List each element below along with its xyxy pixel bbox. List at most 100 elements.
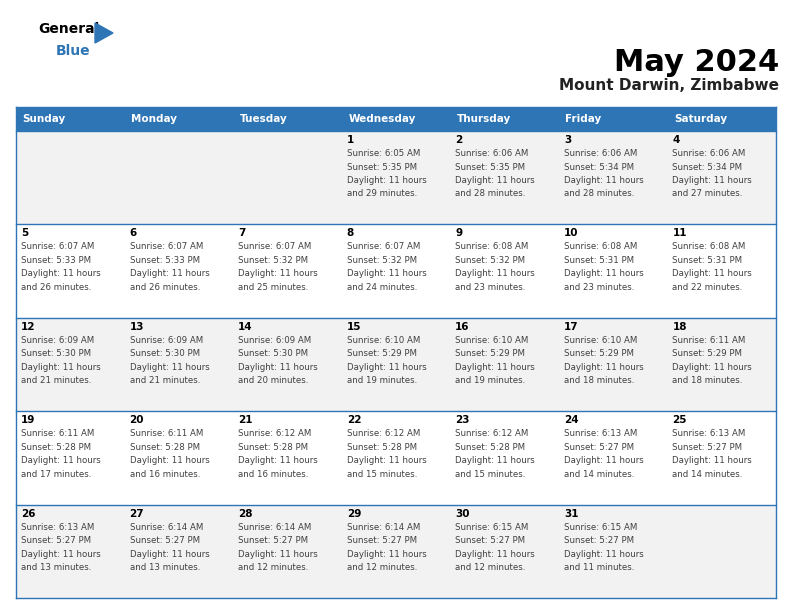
- Text: and 29 minutes.: and 29 minutes.: [347, 190, 417, 198]
- Text: 27: 27: [130, 509, 144, 518]
- Text: and 19 minutes.: and 19 minutes.: [347, 376, 417, 386]
- Text: Sunrise: 6:13 AM: Sunrise: 6:13 AM: [564, 429, 638, 438]
- Text: Sunrise: 6:12 AM: Sunrise: 6:12 AM: [455, 429, 529, 438]
- Text: Daylight: 11 hours: Daylight: 11 hours: [130, 363, 209, 372]
- Text: Daylight: 11 hours: Daylight: 11 hours: [564, 176, 644, 185]
- Text: Sunrise: 6:09 AM: Sunrise: 6:09 AM: [130, 336, 203, 345]
- Text: Daylight: 11 hours: Daylight: 11 hours: [21, 456, 101, 465]
- Text: and 17 minutes.: and 17 minutes.: [21, 469, 91, 479]
- Text: 26: 26: [21, 509, 36, 518]
- Text: and 28 minutes.: and 28 minutes.: [455, 190, 526, 198]
- Text: and 21 minutes.: and 21 minutes.: [130, 376, 200, 386]
- Text: Daylight: 11 hours: Daylight: 11 hours: [672, 363, 752, 372]
- Text: 16: 16: [455, 322, 470, 332]
- Text: Sunrise: 6:14 AM: Sunrise: 6:14 AM: [130, 523, 203, 532]
- Text: 22: 22: [347, 415, 361, 425]
- Text: Friday: Friday: [565, 114, 602, 124]
- Text: Sunrise: 6:11 AM: Sunrise: 6:11 AM: [21, 429, 94, 438]
- Bar: [16, 107, 124, 131]
- Text: General: General: [38, 22, 99, 36]
- Text: Daylight: 11 hours: Daylight: 11 hours: [672, 456, 752, 465]
- Text: Sunrise: 6:07 AM: Sunrise: 6:07 AM: [347, 242, 420, 252]
- Text: Sunrise: 6:12 AM: Sunrise: 6:12 AM: [238, 429, 311, 438]
- Text: 21: 21: [238, 415, 253, 425]
- Text: Sunset: 5:28 PM: Sunset: 5:28 PM: [347, 442, 417, 452]
- Text: Sunset: 5:33 PM: Sunset: 5:33 PM: [21, 256, 91, 265]
- Text: 23: 23: [455, 415, 470, 425]
- Text: Sunset: 5:27 PM: Sunset: 5:27 PM: [21, 536, 91, 545]
- Text: Sunset: 5:27 PM: Sunset: 5:27 PM: [672, 442, 743, 452]
- Bar: [16, 505, 776, 598]
- Text: Daylight: 11 hours: Daylight: 11 hours: [564, 456, 644, 465]
- Text: Daylight: 11 hours: Daylight: 11 hours: [455, 456, 535, 465]
- Text: Sunset: 5:29 PM: Sunset: 5:29 PM: [455, 349, 525, 358]
- Text: Daylight: 11 hours: Daylight: 11 hours: [130, 550, 209, 559]
- Text: Daylight: 11 hours: Daylight: 11 hours: [347, 550, 426, 559]
- Text: Sunset: 5:27 PM: Sunset: 5:27 PM: [130, 536, 200, 545]
- Polygon shape: [95, 23, 113, 43]
- Text: Sunset: 5:32 PM: Sunset: 5:32 PM: [347, 256, 417, 265]
- Text: and 11 minutes.: and 11 minutes.: [564, 563, 634, 572]
- Text: Monday: Monday: [131, 114, 177, 124]
- Text: 31: 31: [564, 509, 578, 518]
- Text: Daylight: 11 hours: Daylight: 11 hours: [455, 550, 535, 559]
- Text: and 16 minutes.: and 16 minutes.: [130, 469, 200, 479]
- Text: 2: 2: [455, 135, 463, 145]
- Text: Sunrise: 6:07 AM: Sunrise: 6:07 AM: [21, 242, 94, 252]
- Text: Sunrise: 6:09 AM: Sunrise: 6:09 AM: [238, 336, 311, 345]
- Text: and 12 minutes.: and 12 minutes.: [347, 563, 417, 572]
- Text: Sunset: 5:27 PM: Sunset: 5:27 PM: [564, 442, 634, 452]
- Text: Sunrise: 6:15 AM: Sunrise: 6:15 AM: [455, 523, 529, 532]
- Text: Daylight: 11 hours: Daylight: 11 hours: [564, 269, 644, 278]
- Text: 17: 17: [564, 322, 578, 332]
- Text: Daylight: 11 hours: Daylight: 11 hours: [347, 456, 426, 465]
- Text: and 14 minutes.: and 14 minutes.: [564, 469, 634, 479]
- Bar: [233, 107, 341, 131]
- Text: Sunset: 5:28 PM: Sunset: 5:28 PM: [238, 442, 308, 452]
- Text: and 12 minutes.: and 12 minutes.: [455, 563, 526, 572]
- Text: Sunrise: 6:07 AM: Sunrise: 6:07 AM: [238, 242, 311, 252]
- Text: Sunrise: 6:08 AM: Sunrise: 6:08 AM: [672, 242, 746, 252]
- Text: and 25 minutes.: and 25 minutes.: [238, 283, 309, 292]
- Text: Daylight: 11 hours: Daylight: 11 hours: [238, 269, 318, 278]
- Text: Tuesday: Tuesday: [240, 114, 287, 124]
- Text: and 26 minutes.: and 26 minutes.: [21, 283, 91, 292]
- Text: Daylight: 11 hours: Daylight: 11 hours: [564, 363, 644, 372]
- Text: 25: 25: [672, 415, 687, 425]
- Text: 14: 14: [238, 322, 253, 332]
- Text: Sunset: 5:28 PM: Sunset: 5:28 PM: [130, 442, 200, 452]
- Text: Daylight: 11 hours: Daylight: 11 hours: [238, 456, 318, 465]
- Text: Daylight: 11 hours: Daylight: 11 hours: [238, 550, 318, 559]
- Text: and 12 minutes.: and 12 minutes.: [238, 563, 309, 572]
- Bar: [341, 107, 451, 131]
- Text: Sunset: 5:30 PM: Sunset: 5:30 PM: [21, 349, 91, 358]
- Text: and 26 minutes.: and 26 minutes.: [130, 283, 200, 292]
- Bar: [16, 318, 776, 411]
- Text: 19: 19: [21, 415, 36, 425]
- Text: 11: 11: [672, 228, 687, 239]
- Text: Daylight: 11 hours: Daylight: 11 hours: [347, 363, 426, 372]
- Text: Sunrise: 6:14 AM: Sunrise: 6:14 AM: [347, 523, 420, 532]
- Text: Sunrise: 6:07 AM: Sunrise: 6:07 AM: [130, 242, 203, 252]
- Text: Sunrise: 6:12 AM: Sunrise: 6:12 AM: [347, 429, 420, 438]
- Text: 15: 15: [347, 322, 361, 332]
- Text: Sunrise: 6:10 AM: Sunrise: 6:10 AM: [455, 336, 529, 345]
- Text: Sunrise: 6:11 AM: Sunrise: 6:11 AM: [672, 336, 746, 345]
- Text: Sunset: 5:30 PM: Sunset: 5:30 PM: [130, 349, 200, 358]
- Text: Sunset: 5:27 PM: Sunset: 5:27 PM: [238, 536, 308, 545]
- Text: Daylight: 11 hours: Daylight: 11 hours: [130, 269, 209, 278]
- Text: Daylight: 11 hours: Daylight: 11 hours: [238, 363, 318, 372]
- Text: 10: 10: [564, 228, 578, 239]
- Text: Daylight: 11 hours: Daylight: 11 hours: [347, 176, 426, 185]
- Text: Sunset: 5:29 PM: Sunset: 5:29 PM: [672, 349, 742, 358]
- Text: Sunrise: 6:10 AM: Sunrise: 6:10 AM: [564, 336, 638, 345]
- Text: Sunset: 5:34 PM: Sunset: 5:34 PM: [564, 163, 634, 171]
- Text: 28: 28: [238, 509, 253, 518]
- Text: and 23 minutes.: and 23 minutes.: [564, 283, 634, 292]
- Text: Sunset: 5:32 PM: Sunset: 5:32 PM: [238, 256, 308, 265]
- Text: Daylight: 11 hours: Daylight: 11 hours: [455, 176, 535, 185]
- Text: Sunrise: 6:06 AM: Sunrise: 6:06 AM: [564, 149, 638, 158]
- Text: 12: 12: [21, 322, 36, 332]
- Text: and 13 minutes.: and 13 minutes.: [130, 563, 200, 572]
- Text: Daylight: 11 hours: Daylight: 11 hours: [672, 269, 752, 278]
